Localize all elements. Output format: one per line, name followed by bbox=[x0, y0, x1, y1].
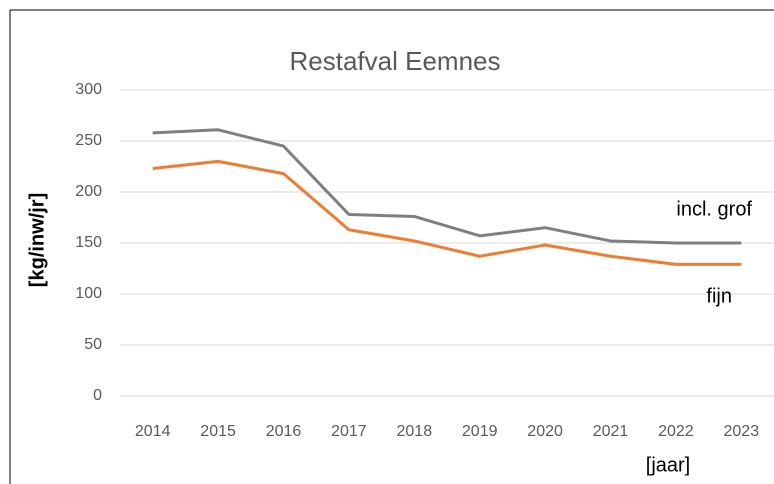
series-label: incl. grof bbox=[676, 198, 752, 220]
x-tick-label: 2021 bbox=[593, 423, 629, 440]
x-tick-label: 2015 bbox=[200, 423, 236, 440]
x-tick-label: 2014 bbox=[135, 423, 171, 440]
series-line bbox=[152, 159, 742, 266]
y-tick-label: 300 bbox=[75, 81, 102, 98]
y-axis-label: [kg/inw/jr] bbox=[26, 193, 48, 287]
y-tick-label: 100 bbox=[75, 285, 102, 302]
x-tick-label: 2018 bbox=[397, 423, 433, 440]
x-tick-label: 2017 bbox=[331, 423, 367, 440]
y-tick-label: 250 bbox=[75, 132, 102, 149]
chart-title: Restafval Eemnes bbox=[290, 46, 501, 76]
y-tick-label: 50 bbox=[84, 336, 102, 353]
y-tick-label: 0 bbox=[93, 387, 102, 404]
x-tick-label: 2020 bbox=[527, 423, 563, 440]
y-tick-label: 200 bbox=[75, 183, 102, 200]
x-tick-label: 2022 bbox=[658, 423, 694, 440]
x-tick-label: 2023 bbox=[724, 423, 760, 440]
x-tick-label: 2019 bbox=[462, 423, 498, 440]
x-tick-label: 2016 bbox=[266, 423, 302, 440]
y-tick-label: 150 bbox=[75, 234, 102, 251]
series-label: fijn bbox=[706, 286, 732, 308]
x-axis-label: [jaar] bbox=[646, 454, 690, 476]
series-line bbox=[152, 128, 742, 245]
